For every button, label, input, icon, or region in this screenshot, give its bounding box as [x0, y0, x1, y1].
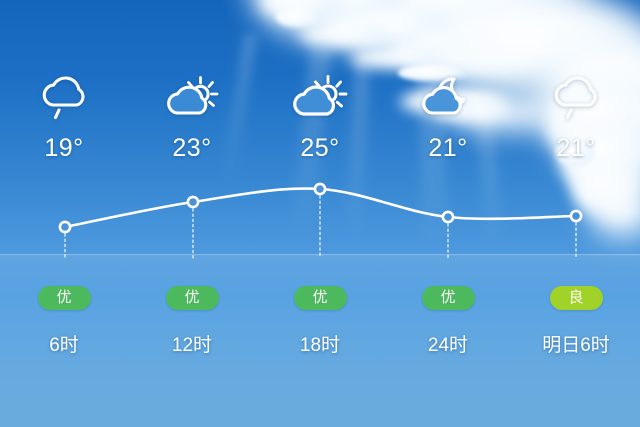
sun-behind-cloud-icon: [256, 74, 384, 122]
time-label: 24时: [427, 335, 469, 356]
temperature-value: 19°: [44, 134, 84, 162]
temperature-value: 21°: [428, 134, 468, 162]
time-label: 18时: [299, 335, 341, 356]
chart-point-marker[interactable]: [186, 195, 200, 209]
chart-point-marker[interactable]: [313, 182, 327, 196]
temperature-value: 21°: [556, 134, 596, 162]
time-label: 12时: [171, 335, 213, 356]
aqi-badge-wrap[interactable]: 优: [128, 286, 256, 310]
forecast-column[interactable]: 23° 优 12时: [128, 0, 256, 427]
status-badge[interactable]: 良: [549, 286, 603, 310]
sun-behind-cloud-icon: [128, 74, 256, 122]
time-label: 明日6时: [542, 335, 610, 356]
rain-cloud-icon: [512, 74, 640, 122]
status-badge[interactable]: 优: [165, 286, 219, 310]
status-badge[interactable]: 优: [421, 286, 475, 310]
status-badge[interactable]: 优: [293, 286, 347, 310]
aqi-badge-wrap[interactable]: 优: [0, 286, 128, 310]
chart-point-marker[interactable]: [58, 220, 72, 234]
time-label: 6时: [49, 335, 79, 356]
chart-markers: [58, 182, 583, 234]
forecast-column[interactable]: 25° 优 18时: [256, 0, 384, 427]
moon-behind-cloud-icon: [384, 74, 512, 122]
forecast-column[interactable]: 21° 良 明日6时: [512, 0, 640, 427]
temperature-value: 23°: [172, 134, 212, 162]
aqi-badge-wrap[interactable]: 优: [256, 286, 384, 310]
chart-droplines: [64, 195, 577, 259]
forecast-column[interactable]: 19° 优 6时: [0, 0, 128, 427]
chart-point-marker[interactable]: [569, 209, 583, 223]
temperature-value: 25°: [300, 134, 340, 162]
aqi-badge-wrap[interactable]: 优: [384, 286, 512, 310]
chart-point-marker[interactable]: [441, 210, 455, 224]
aqi-badge-wrap[interactable]: 良: [512, 286, 640, 310]
status-badge[interactable]: 优: [37, 286, 91, 310]
rain-cloud-icon: [0, 74, 128, 122]
forecast-column[interactable]: 21° 优 24时: [384, 0, 512, 427]
